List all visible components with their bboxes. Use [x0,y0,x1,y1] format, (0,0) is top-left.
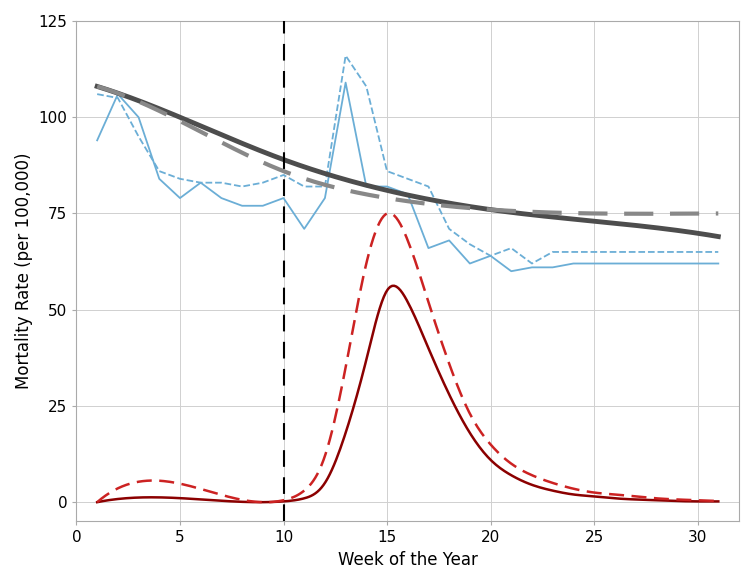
Y-axis label: Mortality Rate (per 100,000): Mortality Rate (per 100,000) [15,153,33,390]
X-axis label: Week of the Year: Week of the Year [338,551,478,569]
